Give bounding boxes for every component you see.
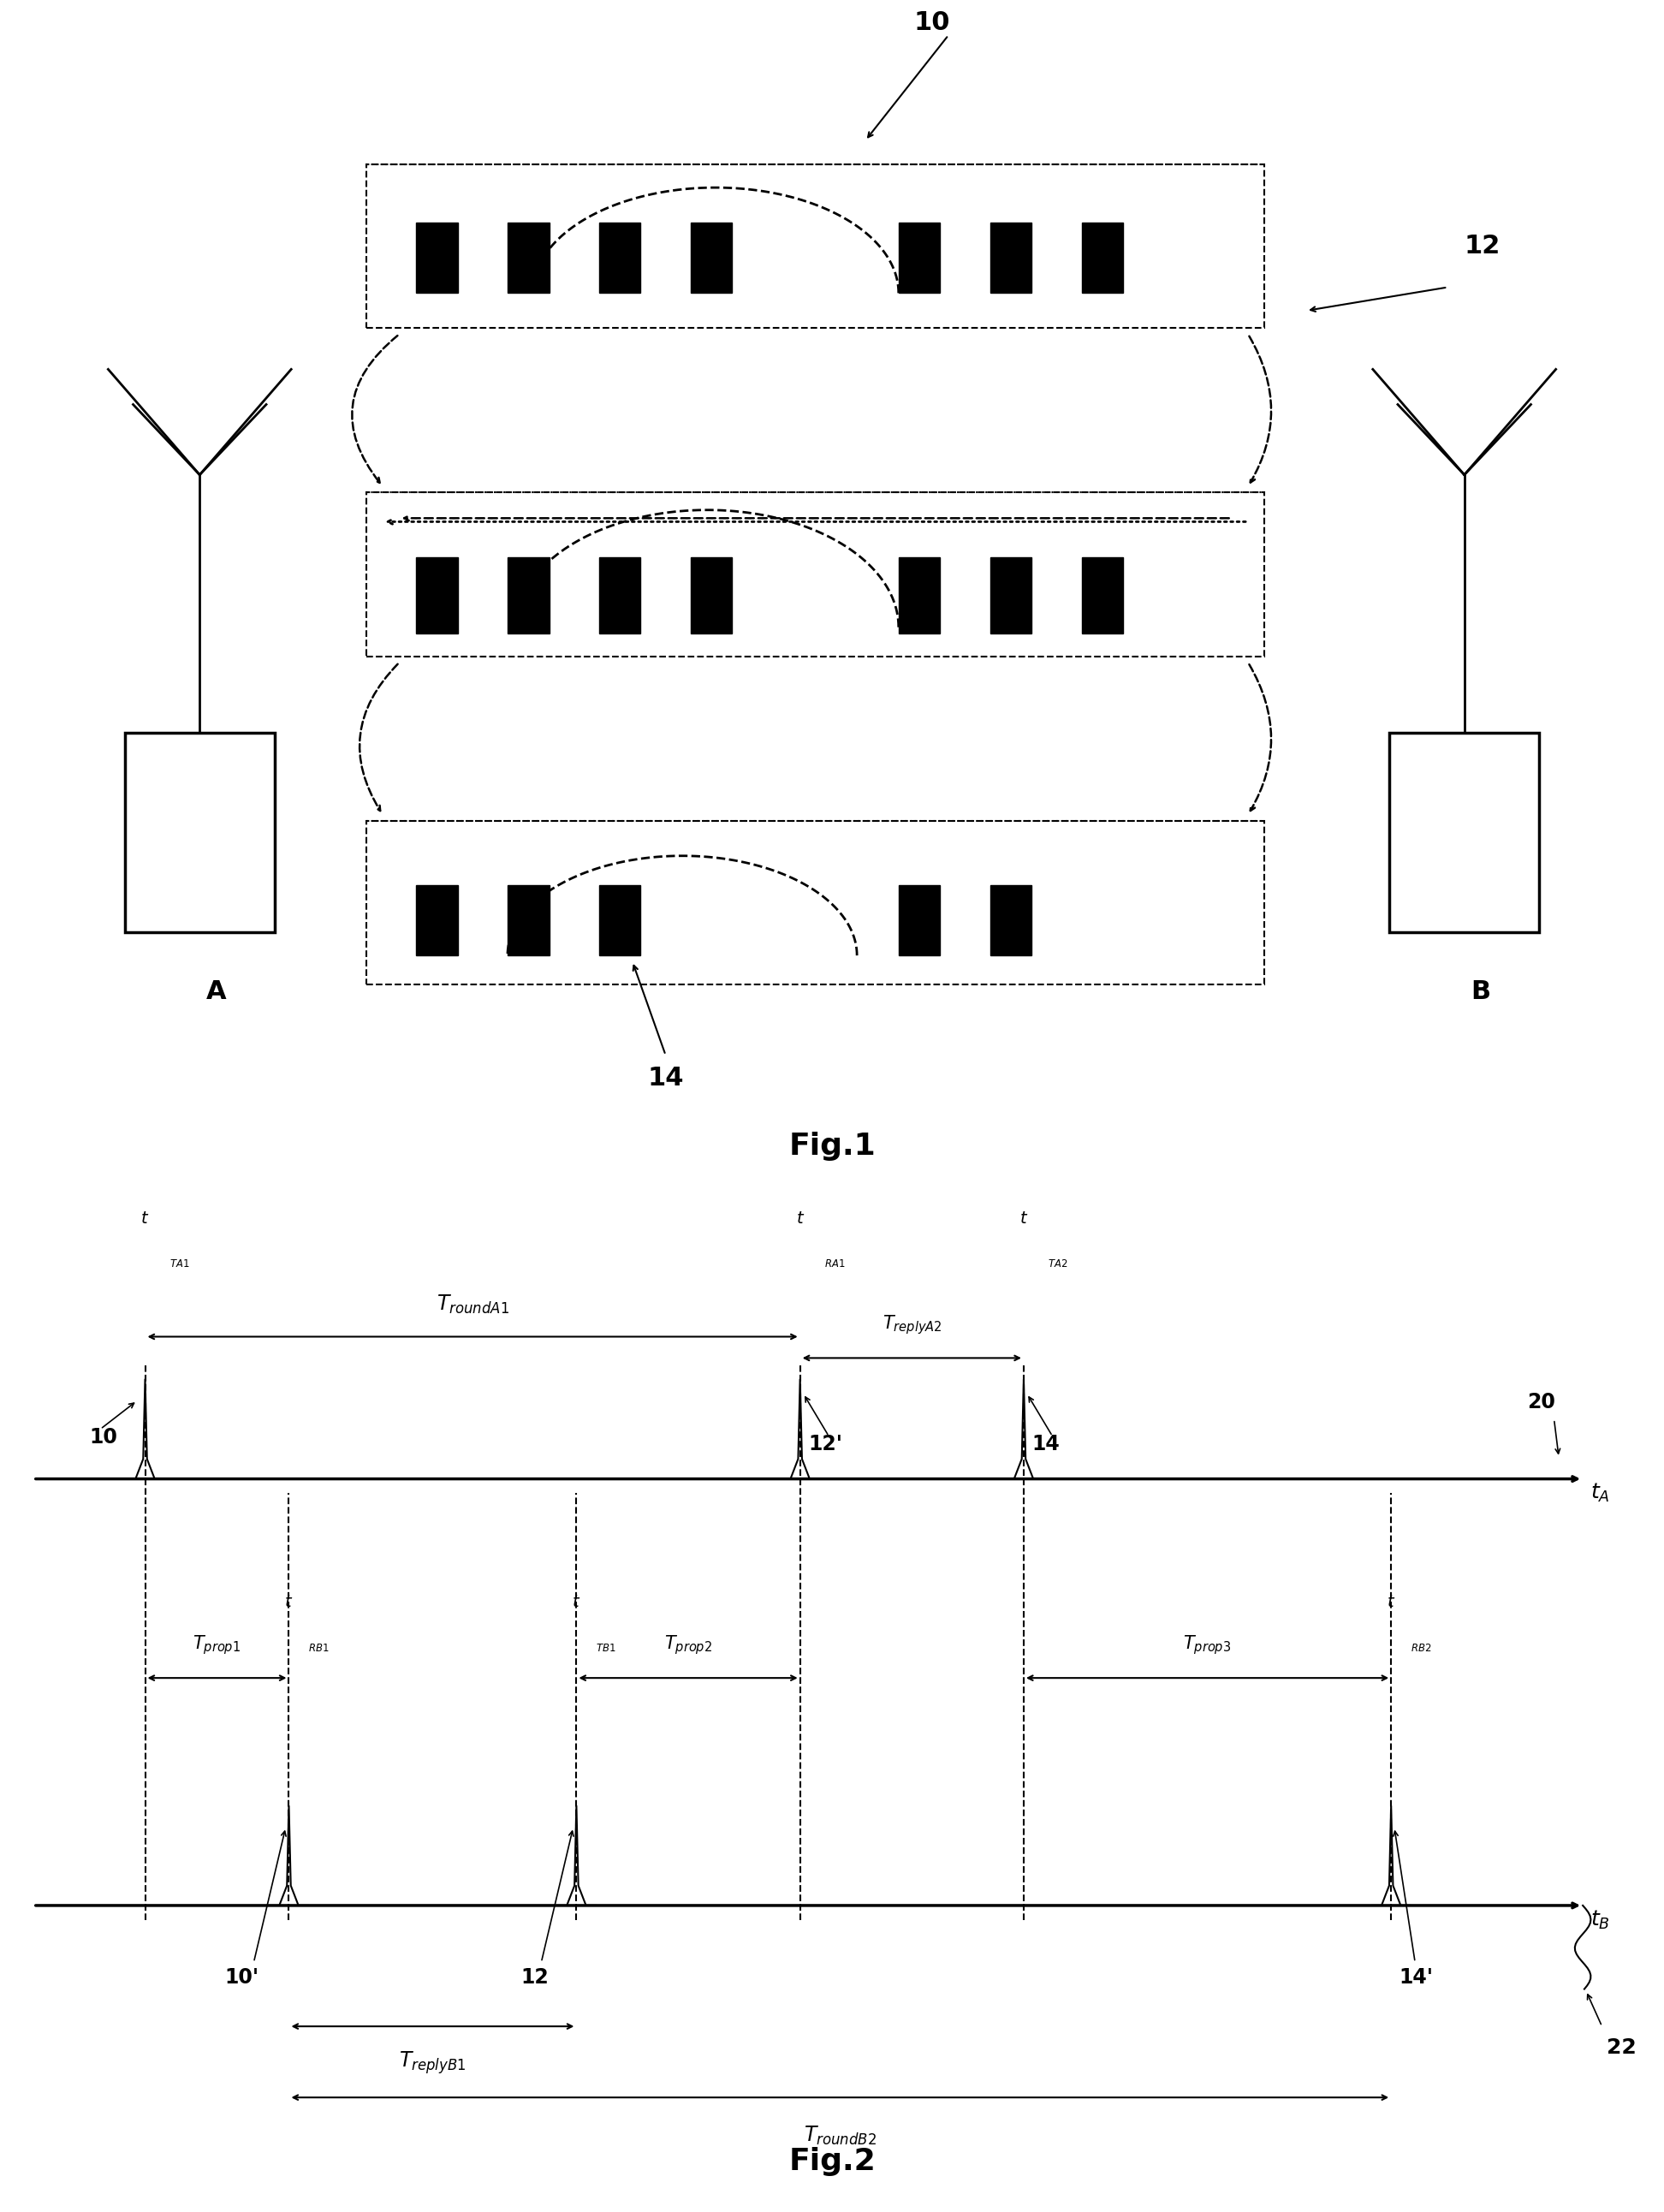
Polygon shape [899,885,940,956]
Text: $T_{roundA1}$: $T_{roundA1}$ [436,1294,509,1316]
Text: A: A [206,980,226,1004]
Text: $t$: $t$ [1386,1595,1396,1610]
Polygon shape [599,885,641,956]
Polygon shape [691,223,732,292]
Polygon shape [990,885,1032,956]
Polygon shape [1082,557,1123,633]
Text: 10': 10' [225,1966,260,1989]
Polygon shape [508,223,549,292]
Polygon shape [599,223,641,292]
Text: $_{TB1}$: $_{TB1}$ [596,1639,616,1655]
Text: $t$: $t$ [572,1595,581,1610]
Text: Fig.1: Fig.1 [789,1133,875,1161]
Polygon shape [899,557,940,633]
Polygon shape [990,557,1032,633]
Polygon shape [990,223,1032,292]
Text: $T_{replyB1}$: $T_{replyB1}$ [399,2051,466,2077]
FancyBboxPatch shape [366,821,1265,984]
Text: $t$: $t$ [141,1210,150,1225]
Polygon shape [508,557,549,633]
Text: 14: 14 [647,1066,684,1091]
Text: $t$: $t$ [1020,1210,1028,1225]
Text: 12: 12 [521,1966,549,1989]
Text: $T_{prop1}$: $T_{prop1}$ [193,1635,241,1657]
Text: $T_{prop2}$: $T_{prop2}$ [664,1635,712,1657]
Polygon shape [508,885,549,956]
Text: $_{TA2}$: $_{TA2}$ [1048,1254,1068,1270]
Text: $t$: $t$ [795,1210,804,1225]
Polygon shape [416,223,458,292]
Text: $t_B$: $t_B$ [1591,1909,1611,1931]
FancyBboxPatch shape [366,164,1265,327]
Text: $T_{replyA2}$: $T_{replyA2}$ [882,1314,942,1336]
Text: $_{TA1}$: $_{TA1}$ [170,1254,190,1270]
Polygon shape [416,557,458,633]
Text: $t_A$: $t_A$ [1591,1482,1611,1504]
Text: 10: 10 [90,1427,118,1447]
Text: 10: 10 [914,11,950,35]
Text: 14': 14' [1399,1966,1433,1989]
Text: 12': 12' [809,1433,842,1455]
Text: $T_{prop3}$: $T_{prop3}$ [1183,1635,1231,1657]
Polygon shape [1082,223,1123,292]
Polygon shape [691,557,732,633]
Polygon shape [899,223,940,292]
Text: B: B [1471,980,1491,1004]
Text: 12: 12 [1464,234,1501,259]
FancyBboxPatch shape [366,493,1265,657]
Text: $T_{roundB2}$: $T_{roundB2}$ [804,2126,877,2148]
Text: $t$: $t$ [285,1595,293,1610]
Text: 14: 14 [1032,1433,1060,1455]
FancyBboxPatch shape [125,732,275,931]
Text: 22: 22 [1607,2037,1636,2057]
Text: $_{RB1}$: $_{RB1}$ [308,1639,329,1655]
Polygon shape [599,557,641,633]
Text: Fig.2: Fig.2 [789,2148,875,2177]
Text: $_{RA1}$: $_{RA1}$ [824,1254,845,1270]
Polygon shape [416,885,458,956]
Text: $_{RB2}$: $_{RB2}$ [1411,1639,1431,1655]
Text: 20: 20 [1528,1391,1556,1411]
FancyBboxPatch shape [1389,732,1539,931]
